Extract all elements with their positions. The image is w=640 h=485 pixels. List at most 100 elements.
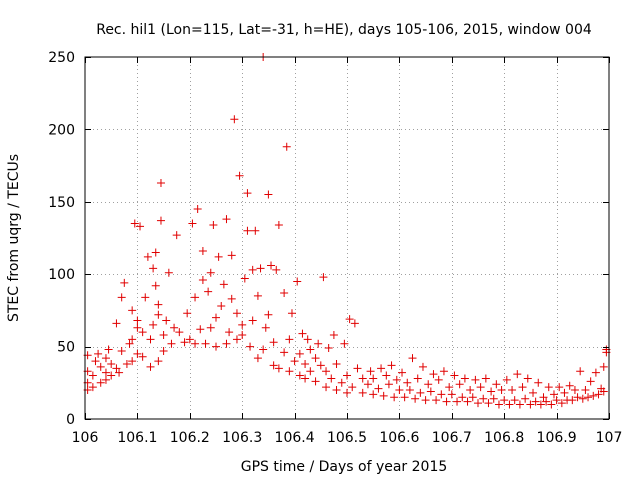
- data-point: [322, 383, 331, 392]
- data-point: [238, 320, 247, 329]
- data-point: [337, 378, 346, 387]
- data-point: [455, 380, 464, 389]
- data-point: [274, 364, 283, 373]
- data-point: [314, 339, 323, 348]
- data-point: [301, 374, 310, 383]
- data-point: [188, 219, 197, 228]
- data-point: [149, 264, 158, 273]
- data-point: [269, 361, 278, 370]
- data-point: [198, 275, 207, 284]
- data-point: [306, 345, 315, 354]
- y-tick-label: 200: [48, 122, 75, 138]
- data-point: [285, 335, 294, 344]
- data-point: [439, 367, 448, 376]
- data-point: [191, 339, 200, 348]
- data-point: [191, 293, 200, 302]
- data-point: [206, 268, 215, 277]
- data-point: [222, 215, 231, 224]
- data-point: [248, 316, 257, 325]
- data-point: [136, 222, 145, 231]
- data-point: [243, 189, 252, 198]
- data-point: [392, 375, 401, 384]
- data-point: [303, 335, 312, 344]
- data-point: [138, 328, 147, 337]
- data-point: [447, 390, 456, 399]
- data-point: [143, 252, 152, 261]
- data-point: [311, 354, 320, 363]
- data-point: [264, 190, 273, 199]
- data-point: [471, 375, 480, 384]
- data-point: [232, 335, 241, 344]
- data-point: [345, 315, 354, 324]
- data-point: [101, 354, 110, 363]
- data-point: [141, 293, 150, 302]
- data-point: [474, 399, 482, 408]
- data-point: [128, 335, 137, 344]
- x-tick-label: 106.9: [537, 430, 577, 446]
- data-point: [484, 399, 493, 408]
- data-point: [437, 390, 446, 399]
- data-point: [154, 310, 163, 319]
- data-point: [198, 247, 207, 256]
- data-point: [416, 388, 425, 397]
- data-point: [175, 328, 184, 337]
- data-point: [515, 400, 524, 409]
- data-point: [549, 390, 558, 399]
- data-point: [259, 345, 268, 354]
- x-tick-label: 106.8: [484, 430, 524, 446]
- y-tick-label: 100: [48, 267, 75, 283]
- data-point: [458, 393, 467, 402]
- data-point: [91, 357, 100, 366]
- data-point: [193, 205, 202, 214]
- data-point: [429, 370, 438, 379]
- data-point: [468, 393, 477, 402]
- data-point: [526, 400, 535, 409]
- data-point: [253, 354, 262, 363]
- data-point: [290, 357, 299, 366]
- x-tick-label: 106.2: [170, 430, 210, 446]
- y-tick-label: 0: [66, 412, 75, 428]
- data-point: [196, 325, 205, 334]
- data-point: [267, 261, 276, 270]
- data-point: [350, 319, 359, 328]
- data-point: [599, 387, 608, 396]
- data-point: [432, 396, 441, 405]
- data-point: [445, 383, 454, 392]
- data-point: [343, 388, 351, 397]
- data-point: [311, 377, 320, 386]
- data-point: [531, 397, 540, 406]
- data-point: [578, 394, 587, 403]
- data-point: [162, 316, 171, 325]
- data-point: [581, 386, 590, 395]
- data-point: [599, 362, 608, 371]
- data-point: [405, 386, 414, 395]
- x-tick-label: 106.5: [327, 430, 367, 446]
- data-point: [269, 338, 278, 347]
- data-point: [555, 383, 564, 392]
- data-point: [170, 323, 179, 332]
- data-point: [353, 364, 362, 373]
- data-point: [293, 277, 302, 286]
- data-point: [128, 306, 137, 315]
- data-point: [222, 339, 231, 348]
- data-point: [112, 364, 121, 373]
- data-point: [238, 331, 247, 340]
- data-point: [227, 251, 236, 260]
- data-point: [125, 339, 134, 348]
- data-point: [206, 323, 215, 332]
- data-point: [285, 367, 294, 376]
- data-point: [523, 374, 532, 383]
- data-point: [560, 388, 569, 397]
- data-point: [544, 383, 553, 392]
- data-point: [390, 393, 399, 402]
- data-point: [149, 320, 158, 329]
- data-point: [557, 399, 566, 408]
- data-point: [434, 375, 443, 384]
- x-tick-label: 106.6: [379, 430, 419, 446]
- data-point: [164, 268, 173, 277]
- data-point: [154, 300, 163, 309]
- data-point: [340, 339, 349, 348]
- data-point: [377, 364, 386, 373]
- data-point: [476, 383, 485, 392]
- data-point: [589, 391, 598, 400]
